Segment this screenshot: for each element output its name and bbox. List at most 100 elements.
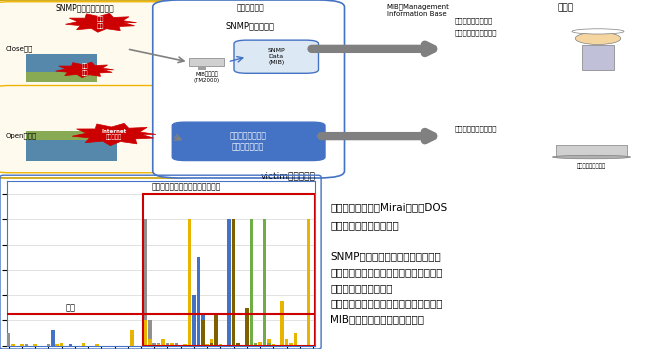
Bar: [188, 219, 191, 346]
Bar: [263, 219, 266, 346]
Bar: [267, 339, 270, 346]
Bar: [161, 343, 165, 346]
Bar: [69, 344, 72, 346]
FancyBboxPatch shape: [234, 40, 318, 73]
Text: Openな環境: Openな環境: [5, 133, 36, 139]
Text: MIB収集装置
(TM2000): MIB収集装置 (TM2000): [194, 72, 220, 83]
Bar: [205, 344, 209, 346]
Bar: [214, 314, 218, 346]
Circle shape: [575, 32, 621, 45]
Bar: [198, 66, 206, 70]
Text: 攻撃で実験した観測結果: 攻撃で実験した観測結果: [330, 220, 399, 230]
Bar: [11, 344, 15, 346]
Text: MIBが異なることを示している: MIBが異なることを示している: [330, 314, 424, 324]
Ellipse shape: [572, 29, 624, 34]
Text: 赤枠の部分が攻撃を行なった時間: 赤枠の部分が攻撃を行なった時間: [152, 182, 222, 191]
Text: MIB：Management
Information Base: MIB：Management Information Base: [387, 3, 450, 17]
Bar: [144, 219, 147, 346]
Bar: [250, 344, 253, 346]
Text: Internet
からの脅威: Internet からの脅威: [101, 129, 126, 140]
FancyBboxPatch shape: [0, 2, 188, 89]
Bar: [192, 295, 196, 346]
Bar: [285, 339, 289, 346]
Text: キャプチャ装置など: キャプチャ装置など: [577, 163, 606, 169]
Bar: [25, 344, 28, 346]
Bar: [201, 320, 205, 346]
Bar: [237, 343, 240, 346]
Bar: [214, 343, 218, 346]
Bar: [201, 343, 205, 346]
Bar: [210, 339, 213, 346]
FancyBboxPatch shape: [172, 122, 325, 161]
Polygon shape: [72, 123, 156, 146]
Bar: [60, 343, 64, 346]
Text: ネットワークの問題: ネットワークの問題: [455, 17, 493, 24]
Bar: [245, 308, 249, 346]
Bar: [272, 344, 275, 346]
Bar: [289, 343, 292, 346]
Text: 提供システム: 提供システム: [237, 3, 264, 13]
Bar: [55, 344, 59, 346]
Bar: [263, 343, 266, 346]
Text: SNMPで監視可能な環境: SNMPで監視可能な環境: [55, 3, 114, 13]
Bar: [267, 343, 270, 346]
Bar: [196, 339, 200, 346]
Bar: [232, 343, 235, 346]
Bar: [131, 331, 134, 346]
Text: SNMP
Data
(MIB): SNMP Data (MIB): [267, 49, 285, 65]
Text: Close環境: Close環境: [5, 46, 32, 52]
Bar: [161, 339, 165, 346]
Text: SNMPのデータを解析し門値を設定: SNMPのデータを解析し門値を設定: [330, 251, 441, 261]
Bar: [254, 343, 257, 346]
Bar: [7, 333, 10, 346]
Bar: [157, 343, 161, 346]
Bar: [307, 219, 311, 346]
Bar: [175, 343, 178, 346]
Bar: [232, 219, 235, 346]
Bar: [183, 344, 187, 346]
Bar: [82, 343, 85, 346]
Bar: [556, 145, 627, 157]
Ellipse shape: [552, 155, 630, 159]
Polygon shape: [56, 62, 114, 77]
Bar: [210, 343, 213, 346]
Bar: [250, 339, 253, 346]
Text: 閾値: 閾値: [66, 303, 76, 312]
Bar: [47, 344, 50, 346]
Bar: [170, 343, 174, 346]
Bar: [192, 343, 196, 346]
Text: SNMPによる監視: SNMPによる監視: [226, 21, 275, 30]
Bar: [201, 314, 205, 346]
Bar: [250, 219, 253, 346]
Text: 機器の故障などを通知: 機器の故障などを通知: [455, 30, 497, 36]
Text: グラフの色の違いは攻撃ごとに反応する: グラフの色の違いは攻撃ごとに反応する: [330, 298, 443, 309]
Bar: [148, 339, 151, 346]
Text: 故障
障害: 故障 障害: [97, 17, 105, 29]
Bar: [294, 333, 297, 346]
Text: victim側解析結果: victim側解析結果: [261, 172, 315, 181]
Bar: [183, 344, 187, 346]
Bar: [227, 219, 231, 346]
Text: スキャンツールやMiraiなどのDOS: スキャンツールやMiraiなどのDOS: [330, 202, 447, 213]
Bar: [153, 343, 156, 346]
Text: 通知先: 通知先: [558, 3, 573, 13]
FancyBboxPatch shape: [0, 0, 198, 178]
Text: することで攻撃アラートを通知の可能性: することで攻撃アラートを通知の可能性: [330, 267, 443, 277]
Bar: [196, 257, 200, 346]
Bar: [218, 344, 222, 346]
Bar: [143, 194, 315, 346]
Text: セキュリティ視点
データ解析機能: セキュリティ視点 データ解析機能: [230, 132, 266, 151]
Bar: [258, 342, 262, 346]
Bar: [26, 140, 117, 161]
Bar: [148, 320, 151, 346]
Bar: [26, 72, 97, 82]
Bar: [144, 320, 147, 346]
Bar: [51, 331, 55, 346]
Bar: [20, 344, 23, 346]
Bar: [196, 344, 200, 346]
Polygon shape: [66, 13, 136, 32]
Bar: [582, 45, 614, 70]
Bar: [170, 343, 174, 346]
Bar: [33, 344, 37, 346]
Bar: [95, 344, 99, 346]
